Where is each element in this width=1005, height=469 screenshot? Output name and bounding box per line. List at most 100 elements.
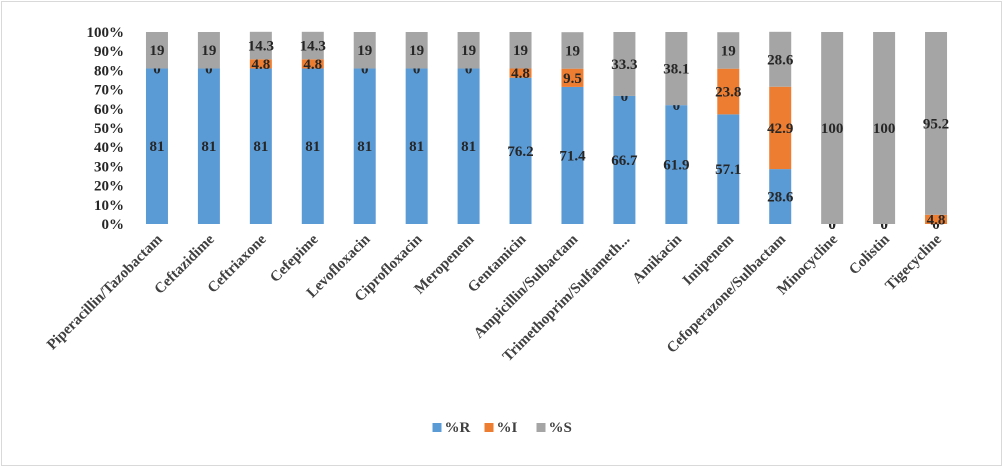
data-label: 19 xyxy=(565,43,580,59)
bar-segment-i xyxy=(249,59,272,69)
bar-segment-i xyxy=(301,59,324,69)
bar-segment-r xyxy=(145,68,168,224)
data-label: 0 xyxy=(205,61,213,77)
bar-segment-r xyxy=(665,105,688,224)
y-tick-label: 20% xyxy=(94,179,124,195)
bar-segment-r xyxy=(405,68,428,224)
bar-segment-s xyxy=(405,32,428,69)
data-label: 0 xyxy=(413,61,421,77)
bar-segment-s xyxy=(197,32,220,69)
y-tick-label: 10% xyxy=(94,198,124,214)
legend-label: %R xyxy=(445,420,471,436)
bar-segment-r xyxy=(509,77,532,224)
y-tick-label: 40% xyxy=(94,140,124,156)
data-label: 19 xyxy=(721,43,736,59)
bar-segment-s xyxy=(353,32,376,69)
legend-swatch xyxy=(432,423,442,432)
bar-segment-r xyxy=(717,114,740,224)
category-label: Ampicillin/Sulbactam xyxy=(471,231,582,342)
data-label: 28.6 xyxy=(767,52,794,68)
bar-segment-s xyxy=(717,32,740,69)
data-label: 38.1 xyxy=(663,62,689,78)
bar-segment-s xyxy=(821,32,844,224)
bar-segment-i xyxy=(925,214,948,224)
data-label: 42.9 xyxy=(767,121,793,137)
data-label: 81 xyxy=(149,139,164,155)
bar-segment-s xyxy=(665,32,688,106)
bar-segment-i xyxy=(509,68,532,78)
bar-segment-r xyxy=(197,68,220,224)
data-label: 0 xyxy=(828,217,836,233)
category-label: Piperacillin/Tazobactam xyxy=(44,231,166,353)
data-label: 0 xyxy=(153,61,161,77)
category-label: Cefepime xyxy=(267,231,322,286)
data-label: 33.3 xyxy=(611,57,637,73)
bar-segment-r xyxy=(769,169,792,224)
bar-segment-r xyxy=(249,68,272,224)
data-label: 0 xyxy=(361,61,369,77)
bar-segment-i xyxy=(717,68,740,115)
y-tick-label: 50% xyxy=(94,121,124,137)
bar-segment-r xyxy=(353,68,376,224)
bar-segment-s xyxy=(561,32,584,69)
bar-segment-i xyxy=(769,86,792,170)
data-label: 0 xyxy=(932,217,940,233)
data-label: 76.2 xyxy=(507,144,533,160)
bar-segment-r xyxy=(561,86,584,224)
bar-segment-i xyxy=(561,68,584,87)
bar-segment-s xyxy=(769,31,792,87)
data-label: 0 xyxy=(621,89,629,105)
data-label: 19 xyxy=(409,43,424,59)
y-tick-label: 60% xyxy=(94,102,124,118)
data-label: 4.8 xyxy=(511,66,530,82)
y-tick-label: 80% xyxy=(94,63,124,79)
legend-swatch xyxy=(536,423,546,432)
data-label: 81 xyxy=(305,139,320,155)
bar-segment-s xyxy=(873,32,896,224)
bar-segment-s xyxy=(509,32,532,69)
bar-segment-r xyxy=(301,68,324,224)
data-label: 57.1 xyxy=(715,162,741,178)
y-tick-label: 70% xyxy=(94,83,124,99)
bar-segment-r xyxy=(613,95,636,224)
data-label: 81 xyxy=(409,139,424,155)
bar-segment-s xyxy=(145,32,168,69)
bar-segment-s xyxy=(613,32,636,96)
bar-segment-s xyxy=(301,31,324,60)
data-label: 81 xyxy=(201,139,216,155)
legend-label: %S xyxy=(549,420,572,436)
legend-label: %I xyxy=(497,420,518,436)
data-label: 0 xyxy=(880,217,888,233)
y-tick-label: 30% xyxy=(94,159,124,175)
category-label: Tigecycline xyxy=(882,231,945,294)
data-label: 14.3 xyxy=(248,39,274,55)
data-label: 19 xyxy=(513,43,528,59)
data-label: 0 xyxy=(673,98,681,114)
data-label: 19 xyxy=(357,43,372,59)
data-label: 81 xyxy=(253,139,268,155)
data-label: 9.5 xyxy=(563,71,582,87)
data-label: 4.8 xyxy=(303,57,322,73)
data-label: 81 xyxy=(357,139,372,155)
data-label: 0 xyxy=(465,61,473,77)
data-label: 23.8 xyxy=(715,85,741,101)
data-label: 81 xyxy=(461,139,476,155)
bar-segment-s xyxy=(249,31,272,60)
legend-swatch xyxy=(484,423,494,432)
y-tick-label: 100% xyxy=(87,25,125,41)
data-label: 19 xyxy=(461,43,476,59)
data-label: 4.8 xyxy=(251,57,270,73)
data-label: 100 xyxy=(873,121,896,137)
data-label: 71.4 xyxy=(559,148,586,164)
data-label: 95.2 xyxy=(923,116,949,132)
data-label: 14.3 xyxy=(300,39,326,55)
bar-segment-s xyxy=(925,32,948,215)
data-label: 28.6 xyxy=(767,190,794,206)
bar-segment-s xyxy=(457,32,480,69)
data-label: 61.9 xyxy=(663,158,689,174)
category-label: Colistin xyxy=(846,231,893,278)
data-label: 4.8 xyxy=(927,212,946,228)
bar-segment-r xyxy=(457,68,480,224)
